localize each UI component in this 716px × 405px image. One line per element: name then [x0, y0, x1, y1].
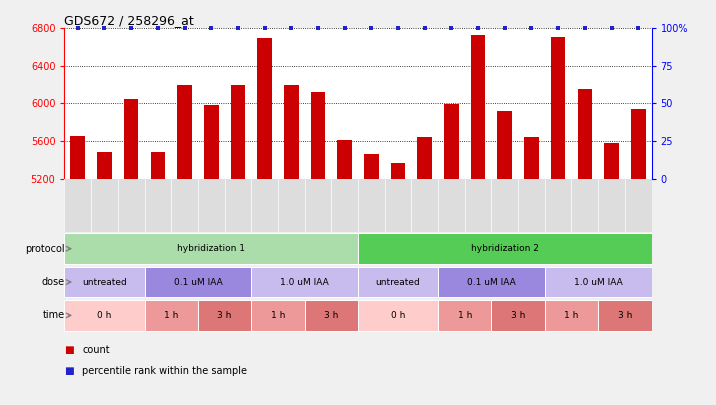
Bar — [470, 35, 485, 179]
Bar — [231, 85, 246, 179]
Text: 0.1 uM IAA: 0.1 uM IAA — [173, 277, 222, 286]
Text: 1 h: 1 h — [271, 311, 285, 320]
Bar — [284, 85, 299, 179]
Text: 3 h: 3 h — [324, 311, 339, 320]
Bar — [204, 105, 218, 179]
Text: hybridization 1: hybridization 1 — [178, 244, 245, 253]
Bar — [337, 140, 352, 179]
Text: 3 h: 3 h — [218, 311, 232, 320]
Text: count: count — [82, 345, 110, 355]
Bar — [150, 152, 165, 179]
Text: protocol: protocol — [25, 244, 64, 254]
Text: 0 h: 0 h — [391, 311, 405, 320]
Bar — [524, 137, 539, 179]
Bar — [551, 37, 566, 179]
Bar — [598, 300, 652, 331]
Bar — [491, 300, 545, 331]
Bar — [545, 300, 598, 331]
Bar — [251, 300, 304, 331]
Bar — [145, 266, 251, 297]
Bar — [358, 300, 438, 331]
Text: 3 h: 3 h — [511, 311, 526, 320]
Text: 1 h: 1 h — [164, 311, 178, 320]
Bar — [417, 137, 432, 179]
Bar — [177, 85, 192, 179]
Bar — [64, 300, 145, 331]
Bar — [358, 266, 438, 297]
Bar — [604, 143, 619, 179]
Text: dose: dose — [42, 277, 64, 287]
Bar — [438, 300, 491, 331]
Bar — [545, 266, 652, 297]
Bar — [578, 90, 592, 179]
Bar — [498, 111, 512, 179]
Bar — [444, 104, 459, 179]
Text: 1.0 uM IAA: 1.0 uM IAA — [574, 277, 622, 286]
Bar — [438, 266, 545, 297]
Bar — [251, 266, 358, 297]
Text: 1 h: 1 h — [564, 311, 579, 320]
Text: untreated: untreated — [376, 277, 420, 286]
Text: ■: ■ — [64, 345, 74, 355]
Bar — [257, 38, 272, 179]
Bar — [145, 300, 198, 331]
Text: hybridization 2: hybridization 2 — [471, 244, 538, 253]
Bar — [631, 109, 646, 179]
Bar — [311, 92, 325, 179]
Text: 3 h: 3 h — [618, 311, 632, 320]
Bar — [124, 99, 138, 179]
Text: time: time — [42, 310, 64, 320]
Text: 0.1 uM IAA: 0.1 uM IAA — [467, 277, 516, 286]
Bar — [64, 266, 145, 297]
Text: 0 h: 0 h — [97, 311, 112, 320]
Text: percentile rank within the sample: percentile rank within the sample — [82, 366, 247, 375]
Text: 1 h: 1 h — [458, 311, 472, 320]
Bar — [391, 162, 405, 179]
Text: GDS672 / 258296_at: GDS672 / 258296_at — [64, 14, 194, 27]
Bar — [97, 152, 112, 179]
Bar — [198, 300, 251, 331]
Bar — [358, 233, 652, 264]
Bar — [64, 233, 358, 264]
Text: 1.0 uM IAA: 1.0 uM IAA — [280, 277, 329, 286]
Text: untreated: untreated — [82, 277, 127, 286]
Text: ■: ■ — [64, 366, 74, 375]
Bar — [304, 300, 358, 331]
Bar — [364, 154, 379, 179]
Bar — [70, 136, 85, 179]
